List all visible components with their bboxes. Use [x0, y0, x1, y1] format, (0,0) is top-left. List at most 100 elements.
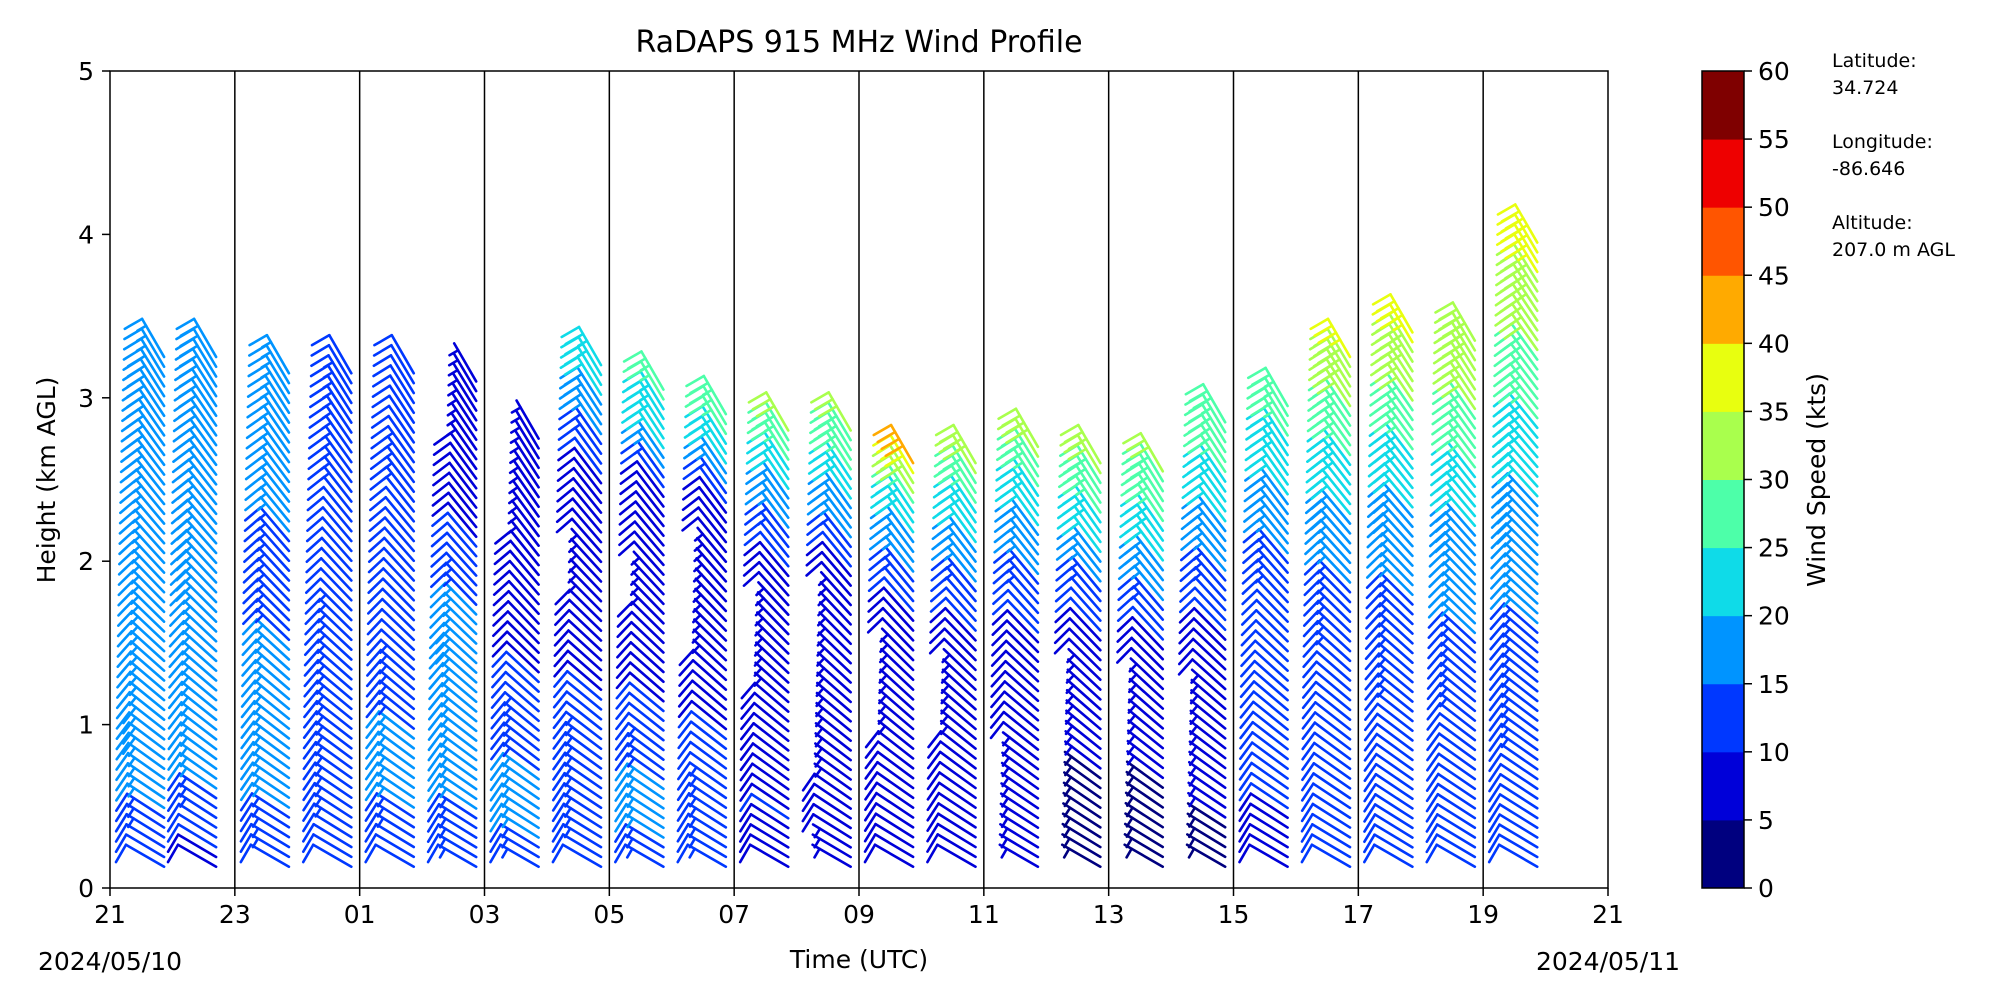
barb-full-flag	[926, 833, 939, 853]
barb-half-flag	[321, 421, 333, 430]
barb-half-flag	[127, 756, 136, 768]
barb-half-flag	[887, 487, 899, 496]
barb-half-flag	[127, 807, 135, 819]
barb-staff	[944, 586, 977, 622]
barb-full-flag	[306, 485, 325, 502]
barb-full-flag	[552, 771, 566, 792]
barb-full-flag	[302, 802, 316, 822]
barb-half-flag	[816, 626, 827, 637]
wind-barb	[427, 732, 478, 762]
barb-full-flag	[248, 333, 269, 347]
barb-full-flag	[302, 740, 318, 760]
barb-staff	[630, 620, 665, 654]
barb-half-flag	[507, 495, 519, 505]
barb-full-flag	[551, 792, 566, 812]
wind-barb	[446, 401, 478, 441]
barb-full-flag	[434, 647, 451, 665]
wind-barb	[990, 670, 1040, 703]
barb-half-flag	[255, 573, 266, 583]
barb-full-flag	[167, 741, 182, 761]
barb-half-flag	[181, 625, 191, 636]
barb-full-flag	[241, 669, 257, 688]
barb-half-flag	[438, 847, 447, 859]
barb-half-flag	[881, 562, 892, 572]
barb-half-flag	[567, 584, 577, 594]
barb-half-flag	[814, 726, 824, 738]
barb-staff	[689, 740, 728, 770]
barb-full-flag	[936, 531, 955, 547]
barb-full-flag	[491, 670, 507, 689]
barb-half-flag	[439, 807, 448, 819]
barb-half-flag	[182, 595, 192, 605]
barb-staff	[385, 475, 416, 513]
barb-staff	[449, 441, 478, 480]
wind-barb	[490, 701, 540, 732]
wind-barb	[989, 710, 1040, 742]
wind-barb	[167, 772, 218, 800]
barb-full-flag	[121, 736, 137, 755]
barb-half-flag	[316, 633, 327, 644]
wind-barb	[240, 730, 291, 760]
wind-barb	[568, 527, 603, 564]
wind-barb	[738, 833, 790, 859]
wind-barb	[677, 699, 728, 731]
barb-full-flag	[427, 782, 441, 803]
barb-half-flag	[626, 837, 634, 849]
barb-full-flag	[989, 710, 1006, 729]
wind-barb	[306, 485, 353, 523]
wind-barb	[692, 577, 728, 613]
barb-full-flag	[557, 436, 577, 452]
barb-full-flag	[166, 802, 181, 823]
wind-barb	[489, 843, 540, 869]
wind-barb	[557, 436, 603, 475]
barb-half-flag	[508, 475, 520, 485]
barb-half-flag	[252, 725, 262, 736]
barb-full-flag	[432, 471, 451, 487]
barb-full-flag	[554, 598, 571, 616]
barb-full-flag	[176, 514, 194, 531]
barb-staff	[697, 496, 728, 534]
barb-full-flag	[551, 782, 566, 802]
barb-full-flag	[116, 680, 132, 699]
wind-barb	[929, 606, 977, 642]
barb-full-flag	[115, 762, 130, 782]
barb-half-flag	[816, 646, 826, 657]
wind-barb	[168, 660, 218, 692]
barb-staff	[698, 465, 728, 504]
colorbar	[1702, 71, 1744, 889]
wind-barb	[123, 317, 166, 359]
wind-barb	[303, 638, 353, 671]
barb-full-flag	[990, 690, 1006, 709]
wind-barb	[992, 588, 1040, 624]
barb-full-flag	[304, 608, 321, 626]
wind-barb	[302, 771, 353, 799]
barb-full-flag	[556, 477, 575, 493]
wind-barb	[926, 812, 977, 839]
barb-half-flag	[179, 756, 188, 768]
barb-full-flag	[369, 485, 388, 502]
wind-barb	[302, 792, 353, 819]
barb-full-flag	[491, 660, 508, 679]
barb-full-flag	[239, 843, 253, 864]
barb-full-flag	[677, 689, 694, 708]
barb-half-flag	[260, 371, 272, 379]
barb-staff	[388, 384, 416, 424]
barb-half-flag	[881, 541, 893, 551]
wind-barb	[555, 517, 603, 554]
barb-half-flag	[440, 737, 449, 748]
barb-full-flag	[492, 579, 511, 596]
wind-barb	[552, 741, 603, 770]
barb-full-flag	[305, 526, 324, 543]
wind-barb	[365, 730, 416, 760]
barb-staff	[322, 485, 353, 523]
barb-full-flag	[125, 414, 145, 429]
wind-barb	[1001, 731, 1040, 761]
barb-half-flag	[440, 697, 450, 708]
barb-half-flag	[940, 684, 950, 695]
barb-half-flag	[564, 766, 573, 778]
barb-full-flag	[428, 692, 444, 711]
barb-half-flag	[447, 358, 460, 367]
barb-full-flag	[302, 812, 316, 833]
barb-full-flag	[750, 467, 770, 482]
barb-staff	[388, 374, 416, 415]
